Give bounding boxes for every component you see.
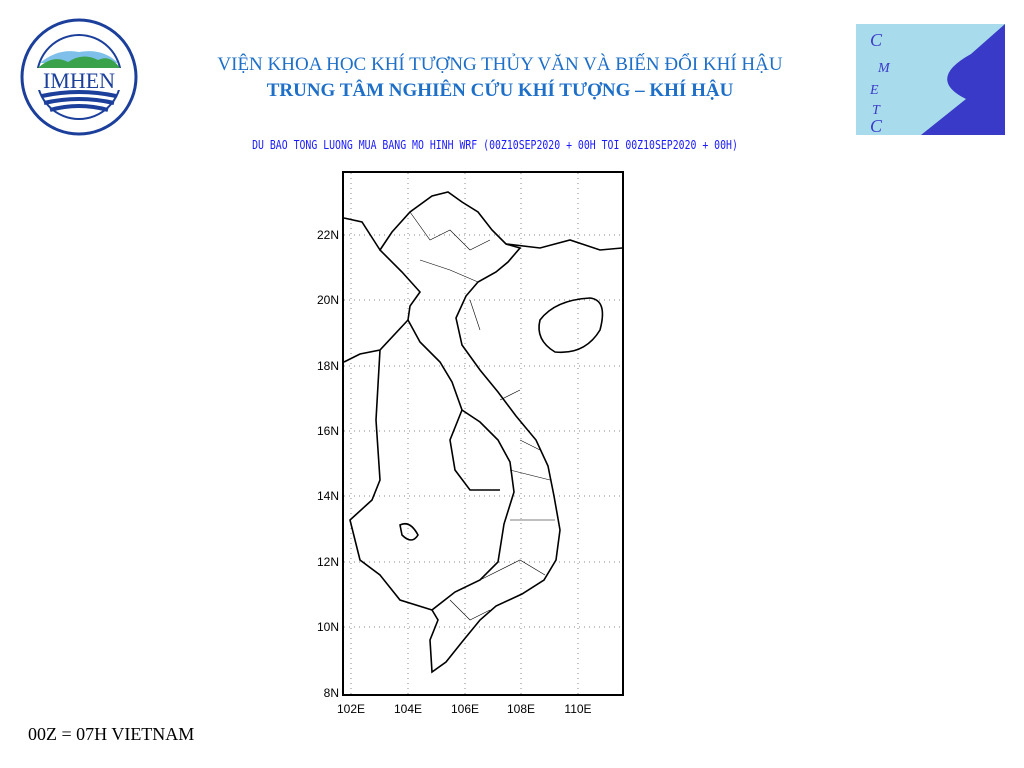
svg-text:E: E (869, 83, 879, 98)
svg-text:IMHEN: IMHEN (43, 68, 115, 93)
rainfall-map: 22N 20N 18N 16N 14N 12N 10N 8N 102E 104E… (317, 171, 624, 716)
svg-text:T: T (872, 103, 881, 118)
lon-label: 102E (337, 702, 365, 716)
grid (344, 173, 622, 694)
svg-text:M: M (877, 61, 891, 76)
lon-label: 110E (564, 702, 591, 716)
lon-label: 106E (451, 702, 479, 716)
svg-text:C: C (870, 30, 883, 50)
lat-label: 22N (317, 228, 339, 242)
lat-label: 14N (317, 489, 339, 503)
svg-text:C: C (870, 116, 883, 135)
map-frame (342, 171, 624, 696)
lat-label: 8N (324, 686, 339, 700)
lon-label: 104E (394, 702, 422, 716)
lat-label: 12N (317, 555, 339, 569)
timezone-note: 00Z = 07H VIETNAM (28, 724, 195, 744)
imhen-logo: IMHEN (20, 18, 138, 136)
province-borders (409, 211, 555, 621)
lat-label: 16N (317, 424, 339, 438)
map-subtitle: DU BAO TONG LUONG MUA BANG MO HINH WRF (… (252, 138, 738, 152)
lat-label: 10N (317, 620, 339, 634)
lat-label: 18N (317, 359, 339, 373)
center-title: TRUNG TÂM NGHIÊN CỨU KHÍ TƯỢNG – KHÍ HẬU (266, 80, 734, 101)
lon-label: 108E (507, 702, 535, 716)
institute-title: VIỆN KHOA HỌC KHÍ TƯỢNG THỦY VĂN VÀ BIẾN… (217, 54, 783, 75)
lat-labels: 22N 20N 18N 16N 14N 12N 10N 8N (317, 228, 339, 700)
cmetc-logo: C M E T C (856, 24, 1005, 135)
lat-label: 20N (317, 293, 339, 307)
lon-labels: 102E 104E 106E 108E 110E (337, 702, 592, 716)
coastline-borders (343, 191, 623, 674)
